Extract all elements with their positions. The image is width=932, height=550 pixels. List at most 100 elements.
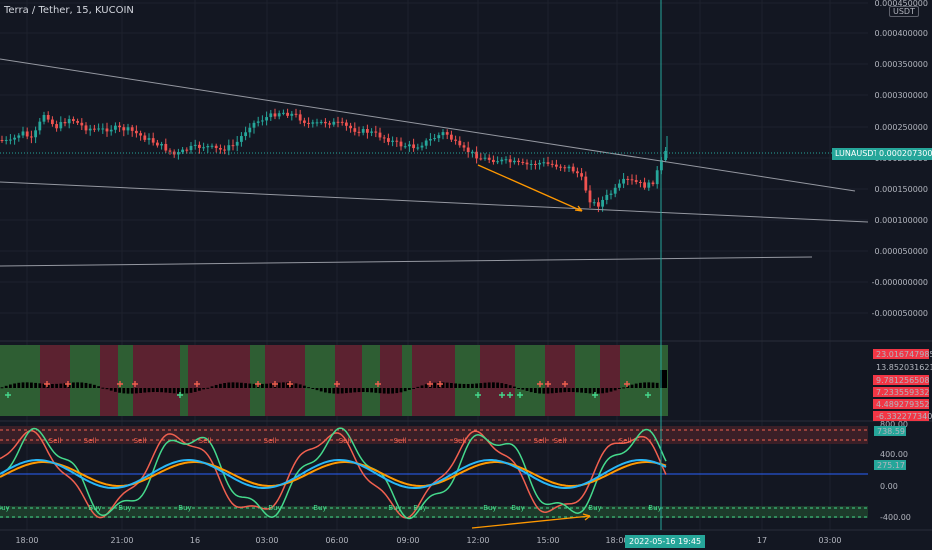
candle-body: [445, 132, 449, 135]
histogram-bar: [160, 388, 163, 393]
histogram-band: [575, 345, 600, 416]
histogram-bar: [622, 387, 625, 389]
histogram-bar: [109, 388, 113, 391]
sell-signal-label: Sell: [84, 437, 97, 445]
histogram-bar: [55, 383, 58, 388]
histogram-bar: [559, 388, 562, 393]
histogram-bar: [244, 383, 247, 388]
cross-marker: [177, 392, 183, 398]
histogram-axis-tag: [873, 349, 929, 359]
histogram-bar: [189, 388, 193, 393]
candle-body: [508, 159, 512, 163]
histogram-bar: [164, 388, 168, 393]
candle-body: [382, 137, 386, 139]
histogram-bar: [571, 388, 575, 393]
histogram-bar: [210, 386, 214, 388]
buy-signal-label: Buy: [178, 504, 191, 512]
sell-signal-label: Sell: [264, 437, 277, 445]
histogram-bar: [105, 388, 109, 390]
candle-body: [248, 127, 252, 133]
histogram-bar: [580, 388, 583, 393]
candle-body: [391, 140, 394, 142]
histogram-bar: [114, 388, 117, 392]
histogram-bar: [139, 388, 142, 393]
candle-body: [450, 134, 453, 140]
histogram-axis-tag: [873, 387, 929, 397]
histogram-band: [455, 345, 480, 416]
sell-signal-label: Sell: [454, 437, 467, 445]
candle-body: [454, 139, 457, 141]
candle-body: [135, 130, 138, 134]
candle-body: [240, 136, 243, 142]
candle-body: [412, 144, 415, 149]
cross-marker: [537, 381, 543, 387]
price-axis-label: -0.000050000: [872, 309, 928, 318]
histogram-bar: [660, 370, 667, 388]
candle-body: [475, 151, 478, 159]
candle-body: [269, 113, 273, 118]
histogram-bar: [479, 383, 483, 388]
histogram-bar: [529, 388, 533, 393]
candle-body: [563, 167, 567, 169]
candle-body: [63, 122, 67, 124]
currency-badge[interactable]: USDT: [889, 6, 919, 17]
histogram-bar: [584, 388, 588, 394]
histogram-bar: [30, 382, 33, 388]
divergence-arrow-oscillator: [471, 515, 591, 529]
candle-body: [114, 125, 117, 130]
current-price-label: 0.000207300: [876, 148, 932, 160]
sell-signal-label: Sell: [199, 437, 212, 445]
histogram-band: [335, 345, 362, 416]
histogram-bar: [198, 388, 201, 391]
cross-marker: [334, 381, 340, 387]
histogram-bar: [143, 388, 147, 393]
histogram-bar: [240, 382, 243, 388]
oscillator-axis-label: 738.59: [877, 427, 905, 436]
histogram-bar: [618, 388, 621, 389]
candle-body: [420, 145, 424, 148]
histogram-bar: [395, 388, 399, 394]
candle-body: [235, 141, 239, 146]
candle-body: [487, 157, 491, 160]
histogram-bar: [462, 383, 466, 388]
candle-body: [622, 178, 625, 184]
histogram-bar: [504, 384, 508, 388]
histogram-bar: [521, 388, 525, 390]
histogram-bar: [424, 384, 428, 388]
histogram-bar: [76, 382, 79, 388]
candle-body: [193, 144, 197, 146]
histogram-bar: [550, 388, 554, 394]
candle-body: [156, 142, 159, 146]
histogram-bar: [466, 383, 470, 388]
time-axis-label: 21:00: [110, 536, 133, 545]
candle-body: [177, 152, 180, 155]
histogram-bar: [508, 385, 512, 388]
candle-body: [206, 146, 210, 148]
oscillator-axis-label: 400.00: [880, 450, 908, 459]
histogram-bar: [4, 385, 8, 388]
histogram-bar: [626, 385, 630, 388]
candle-body: [647, 182, 651, 188]
histogram-bar: [597, 388, 600, 394]
candle-body: [378, 132, 382, 138]
candle-body: [84, 125, 88, 131]
candle-body: [479, 158, 483, 160]
histogram-bar: [97, 386, 100, 388]
histogram-bar: [605, 388, 609, 393]
candle-body: [34, 130, 37, 138]
candle-body: [97, 128, 100, 130]
histogram-bar: [21, 382, 25, 388]
histogram-bar: [403, 388, 407, 392]
histogram-bar: [282, 382, 285, 388]
candle-body: [504, 159, 508, 161]
buy-signal-label: Buy: [268, 504, 281, 512]
candle-body: [17, 135, 21, 138]
histogram-bar: [9, 384, 12, 388]
candle-body: [261, 120, 264, 122]
histogram-bar: [651, 382, 655, 388]
histogram-band: [515, 345, 545, 416]
histogram-bar: [382, 388, 386, 394]
candle-body: [466, 147, 470, 153]
histogram-bar: [647, 382, 651, 388]
